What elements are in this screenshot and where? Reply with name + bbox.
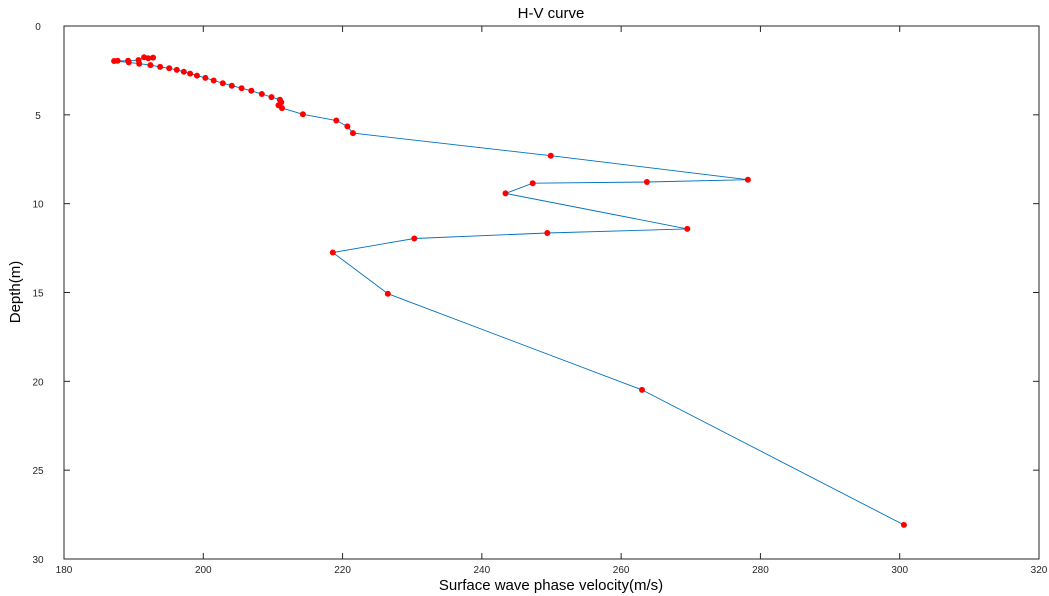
y-tick-label: 10: [32, 200, 44, 211]
data-point: [333, 117, 340, 124]
data-point: [111, 58, 118, 64]
plot-area: [63, 25, 1040, 560]
y-axis-label: Depth(m): [7, 261, 24, 324]
chart-title: H-V curve: [518, 5, 585, 22]
data-point: [202, 74, 209, 81]
x-tick-label: 260: [613, 565, 630, 576]
x-tick-label: 220: [334, 565, 351, 576]
data-point: [210, 77, 217, 84]
data-point: [157, 63, 164, 70]
y-tick-label: 25: [32, 466, 44, 477]
data-point: [502, 190, 509, 197]
data-point: [166, 65, 173, 72]
data-point: [544, 230, 551, 236]
data-point: [684, 225, 691, 232]
data-point: [547, 152, 554, 159]
x-tick-label: 300: [891, 565, 908, 576]
data-point: [900, 521, 907, 528]
data-point: [344, 123, 351, 130]
data-point: [147, 62, 154, 69]
y-tick-label: 5: [35, 111, 41, 122]
x-tick-label: 320: [1031, 565, 1048, 576]
data-point: [329, 249, 336, 256]
data-points: [111, 54, 907, 528]
x-tick-label: 280: [752, 565, 769, 576]
axis-ticks: 180 200 220 240 260 280 300 320 0 5 10 15 20 25 30: [32, 22, 1047, 576]
data-point: [125, 59, 132, 66]
data-point: [258, 91, 265, 97]
data-point: [238, 85, 245, 92]
data-point: [299, 111, 306, 118]
data-point: [529, 180, 536, 187]
data-point: [639, 386, 645, 393]
y-tick-label: 15: [32, 289, 44, 300]
data-point: [136, 60, 143, 67]
x-tick-label: 240: [474, 565, 491, 576]
data-point: [248, 87, 255, 94]
data-point: [744, 176, 751, 183]
data-point: [279, 105, 285, 112]
data-point: [268, 94, 275, 101]
x-axis-label: Surface wave phase velocity(m/s): [439, 577, 663, 594]
data-point: [643, 179, 650, 185]
y-tick-label: 0: [35, 22, 41, 33]
data-point: [384, 290, 391, 297]
x-tick-label: 180: [56, 565, 73, 576]
data-point: [350, 130, 356, 137]
data-point: [173, 66, 180, 73]
y-tick-label: 20: [32, 377, 44, 388]
data-point: [228, 82, 235, 89]
data-point: [180, 68, 187, 75]
data-point: [219, 80, 226, 87]
data-point: [187, 70, 194, 77]
y-tick-label: 30: [32, 555, 44, 566]
data-point: [150, 54, 157, 61]
data-point: [141, 54, 148, 61]
data-point: [411, 235, 418, 242]
data-point: [194, 72, 200, 79]
x-tick-label: 200: [195, 565, 212, 576]
